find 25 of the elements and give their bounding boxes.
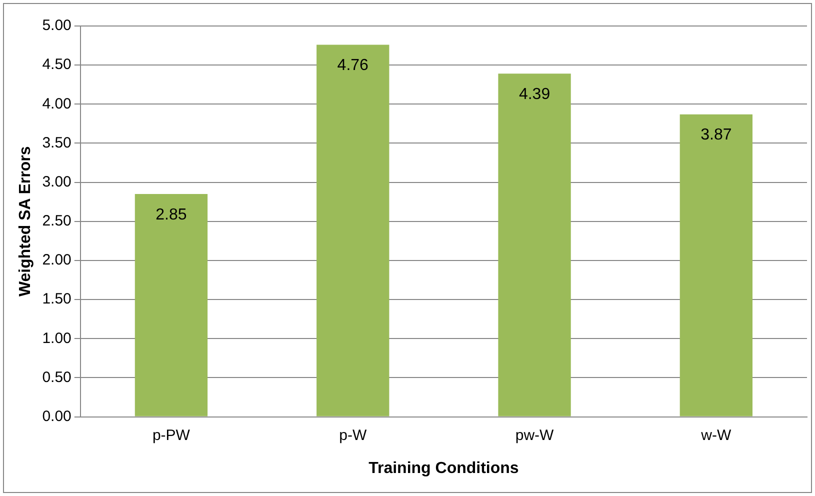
bar — [134, 194, 208, 416]
x-tick-label: p-W — [339, 426, 368, 444]
x-tick-label: w-W — [700, 426, 732, 444]
y-tick-label: 4.00 — [42, 95, 72, 112]
data-label: 3.87 — [700, 126, 732, 144]
bar — [498, 74, 571, 416]
y-axis-title: Weighted SA Errors — [17, 146, 34, 297]
y-tick-label: 2.00 — [42, 252, 72, 269]
y-tick-label: 1.00 — [42, 330, 72, 347]
y-tick-label: 1.50 — [42, 290, 72, 308]
bar — [680, 114, 753, 416]
y-tick-label: 3.50 — [42, 134, 72, 152]
y-tick-label: 3.00 — [42, 173, 72, 190]
y-tick-label: 4.50 — [42, 56, 72, 74]
data-label: 4.76 — [337, 57, 369, 74]
y-tick-label: 2.50 — [42, 212, 72, 230]
data-label: 2.85 — [156, 206, 187, 224]
bar — [316, 44, 390, 416]
x-tick-label: p-PW — [152, 426, 191, 444]
y-tick-label: 5.00 — [42, 17, 72, 34]
data-label: 4.39 — [518, 86, 550, 104]
y-tick-label: 0.50 — [42, 368, 72, 386]
x-axis-title: Training Conditions — [368, 460, 519, 477]
x-tick-label: pw-W — [515, 426, 555, 444]
y-tick-label: 0.00 — [42, 408, 72, 425]
